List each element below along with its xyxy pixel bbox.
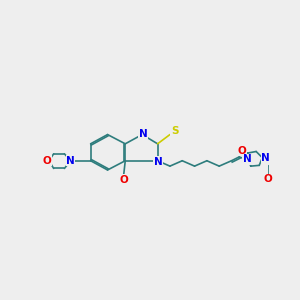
Text: O: O [238,146,247,156]
Text: N: N [66,156,75,166]
Text: N: N [242,154,251,164]
Text: N: N [261,153,270,163]
Text: O: O [42,156,51,166]
Text: S: S [171,127,178,136]
Text: O: O [119,175,128,185]
Text: N: N [154,157,163,166]
Text: N: N [139,129,147,139]
Text: O: O [263,174,272,184]
